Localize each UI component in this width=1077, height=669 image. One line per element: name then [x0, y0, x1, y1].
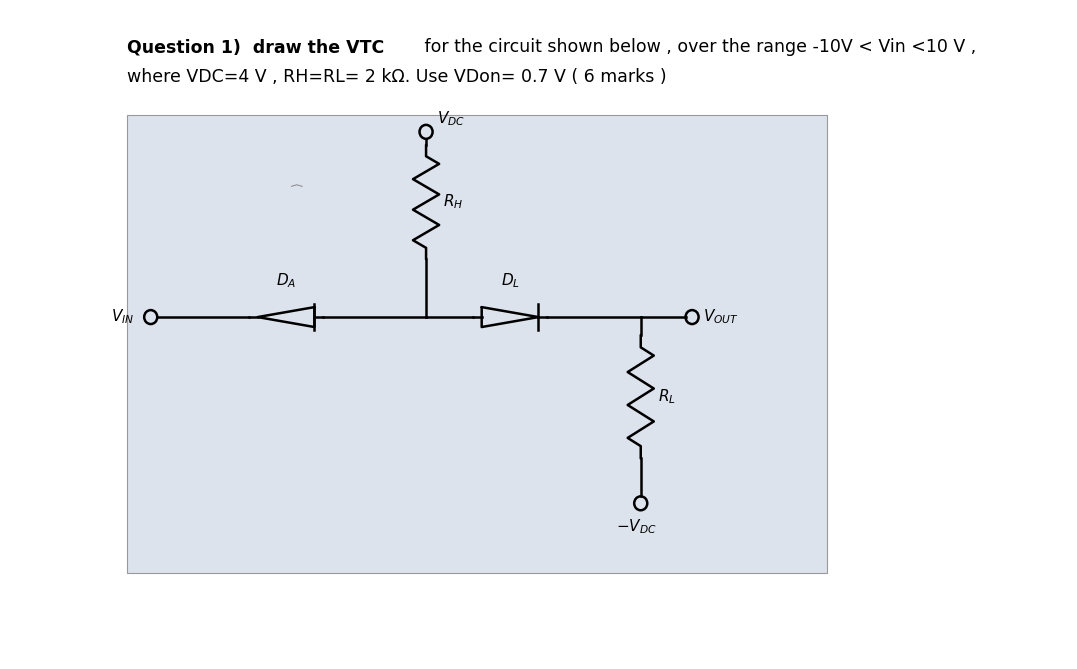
Text: where VDC=4 V , RH=RL= 2 kΩ. Use VDon= 0.7 V ( 6 marks ): where VDC=4 V , RH=RL= 2 kΩ. Use VDon= 0… [127, 68, 667, 86]
Text: $V_{OUT}$: $V_{OUT}$ [703, 308, 739, 326]
Text: $D_L$: $D_L$ [501, 272, 519, 290]
Text: $-V_{DC}$: $-V_{DC}$ [616, 517, 657, 536]
Text: $R_H$: $R_H$ [443, 193, 463, 211]
Text: $R_L$: $R_L$ [658, 387, 675, 406]
FancyBboxPatch shape [127, 115, 827, 573]
Text: $V_{IN}$: $V_{IN}$ [111, 308, 134, 326]
Text: $\rangle$: $\rangle$ [291, 183, 306, 188]
Text: $D_A$: $D_A$ [276, 272, 296, 290]
Text: Question 1)  draw the VTC: Question 1) draw the VTC [127, 38, 384, 56]
Text: for the circuit shown below , over the range -10V < Vin <10 V ,: for the circuit shown below , over the r… [419, 38, 976, 56]
Text: $V_{DC}$: $V_{DC}$ [437, 109, 465, 128]
